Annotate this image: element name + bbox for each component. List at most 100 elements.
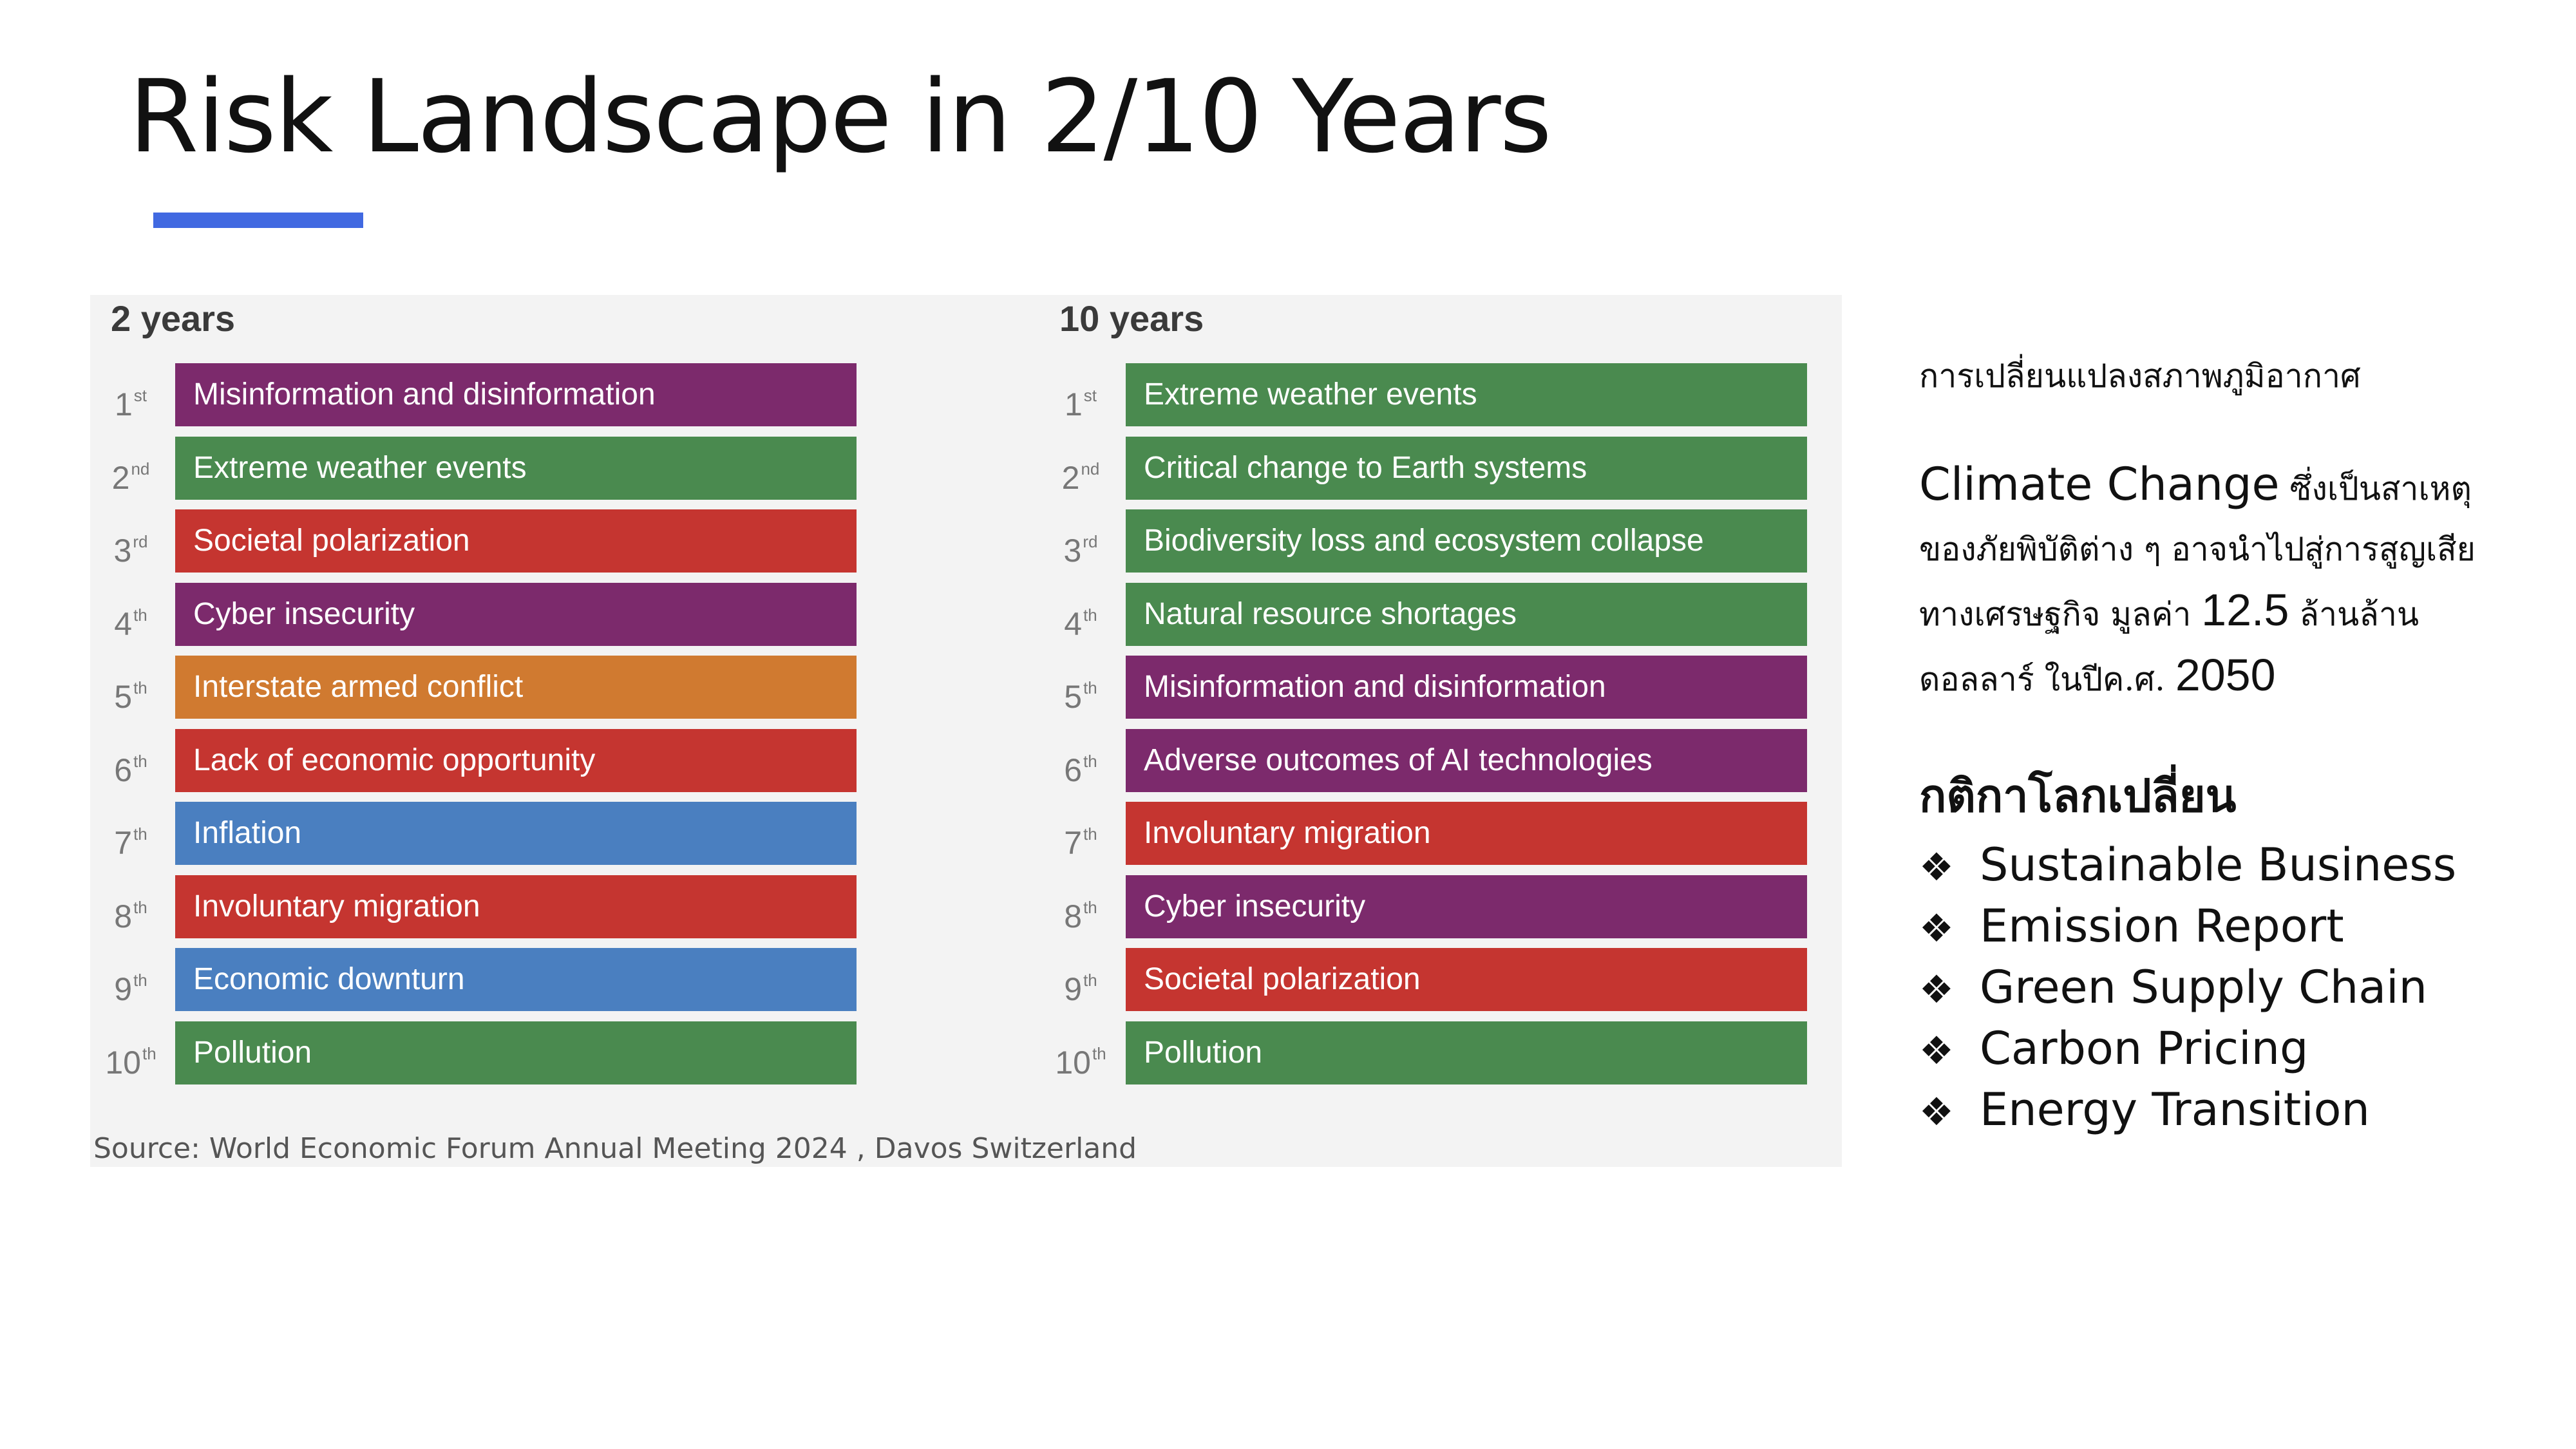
ten-years-rank-8: 8th <box>1032 875 1129 940</box>
target-year: 2050 <box>2175 650 2276 700</box>
ten-years-rank-3: 3rd <box>1032 509 1129 574</box>
para-text-3: ทางเศรษฐกิจ มูลค่า <box>1919 596 2202 633</box>
para-text-5: ดอลลาร์ ในปีค.ศ. <box>1919 661 2175 698</box>
ten-years-rank-9: 9th <box>1032 948 1129 1012</box>
rank-number: 10 <box>105 1044 141 1081</box>
loss-value: 12.5 <box>2201 585 2289 635</box>
ten-years-rank-1: 1st <box>1032 363 1129 428</box>
two-years-rank-1: 1st <box>82 363 179 428</box>
rank-number: 6 <box>1064 752 1083 788</box>
bullet-text: Energy Transition <box>1980 1083 2370 1136</box>
rank-suffix: nd <box>131 459 150 478</box>
rank-number: 1 <box>1064 386 1083 422</box>
diamond-bullet-icon: ❖ <box>1919 845 1954 890</box>
two-years-risk-bar-2: Extreme weather events <box>175 436 857 500</box>
title-accent-bar <box>153 213 363 228</box>
two-years-risk-bar-4: Cyber insecurity <box>175 582 857 646</box>
rank-number: 7 <box>114 825 133 861</box>
figure-source: Source: World Economic Forum Annual Meet… <box>93 1132 1137 1165</box>
ten-years-risk-bar-9: Societal polarization <box>1126 948 1807 1011</box>
rank-suffix: th <box>1092 1043 1106 1063</box>
two-years-rank-6: 6th <box>82 729 179 793</box>
two-years-rank-10: 10th <box>82 1021 179 1086</box>
ten-years-rank-10: 10th <box>1032 1021 1129 1086</box>
bullet-text: Sustainable Business <box>1980 838 2457 891</box>
para-text-4: ล้านล้าน <box>2289 596 2420 633</box>
rank-number: 4 <box>114 605 133 642</box>
rank-suffix: th <box>1083 824 1097 844</box>
bullet-item: ❖ Energy Transition <box>1919 1081 2456 1142</box>
climate-change-term: Climate Change <box>1919 458 2280 511</box>
rank-suffix: th <box>133 971 147 990</box>
ten-years-rank-4: 4th <box>1032 583 1129 647</box>
rank-number: 9 <box>114 971 133 1007</box>
side-heading-climate: การเปลี่ยนแปลงสภาพภูมิอากาศ <box>1919 357 2361 395</box>
rules-bullet-list: ❖ Sustainable Business ❖ Emission Report ❖… <box>1919 836 2456 1142</box>
para-text-1: ซึ่งเป็นสาเหตุ <box>2279 470 2472 507</box>
bullet-item: ❖ Emission Report <box>1919 897 2456 958</box>
rank-number: 9 <box>1064 971 1083 1007</box>
rank-number: 6 <box>114 752 133 788</box>
rank-number: 10 <box>1055 1044 1091 1081</box>
ten-years-risk-bar-5: Misinformation and disinformation <box>1126 656 1807 719</box>
diamond-bullet-icon: ❖ <box>1919 906 1954 951</box>
rank-number: 4 <box>1064 605 1083 642</box>
bullet-text: Carbon Pricing <box>1980 1022 2309 1075</box>
diamond-bullet-icon: ❖ <box>1919 1028 1954 1074</box>
rank-suffix: th <box>1083 971 1097 990</box>
rank-number: 7 <box>1064 825 1083 861</box>
rank-suffix: rd <box>133 532 148 551</box>
rank-suffix: th <box>133 897 147 917</box>
two-years-risk-bar-5: Interstate armed conflict <box>175 656 857 719</box>
two-years-risk-bar-6: Lack of economic opportunity <box>175 728 857 792</box>
diamond-bullet-icon: ❖ <box>1919 1090 1954 1135</box>
ten-years-risk-bar-7: Involuntary migration <box>1126 802 1807 865</box>
two-years-risk-bar-1: Misinformation and disinformation <box>175 363 857 426</box>
diamond-bullet-icon: ❖ <box>1919 967 1954 1012</box>
rank-suffix: th <box>1083 605 1097 625</box>
rank-suffix: st <box>1083 386 1097 405</box>
ten-years-risk-bar-6: Adverse outcomes of AI technologies <box>1126 728 1807 792</box>
side-paragraph: Climate Change ซึ่งเป็นสาเหตุ ของภัยพิบั… <box>1919 454 2531 710</box>
bullet-item: ❖ Green Supply Chain <box>1919 958 2456 1019</box>
bullet-text: Emission Report <box>1980 900 2344 952</box>
two-years-rank-7: 7th <box>82 802 179 866</box>
rank-suffix: th <box>133 678 147 697</box>
two-years-rank-3: 3rd <box>82 509 179 574</box>
ten-years-rank-7: 7th <box>1032 802 1129 866</box>
rank-number: 2 <box>111 459 130 496</box>
rank-number: 8 <box>1064 898 1083 934</box>
two-years-rank-2: 2nd <box>82 437 179 501</box>
two-years-rank-5: 5th <box>82 656 179 720</box>
ten-years-risk-bar-1: Extreme weather events <box>1126 363 1807 426</box>
two-years-risk-bar-10: Pollution <box>175 1021 857 1084</box>
bullet-item: ❖ Carbon Pricing <box>1919 1019 2456 1081</box>
ten-years-risk-bar-4: Natural resource shortages <box>1126 582 1807 646</box>
rank-suffix: th <box>1083 751 1097 771</box>
slide-title: Risk Landscape in 2/10 Years <box>129 58 1552 175</box>
rank-number: 1 <box>114 386 133 422</box>
ten-years-risk-bar-3: Biodiversity loss and ecosystem collapse <box>1126 509 1807 573</box>
rank-number: 2 <box>1061 459 1080 496</box>
rank-suffix: nd <box>1081 459 1100 478</box>
two-years-risk-bar-9: Economic downturn <box>175 948 857 1011</box>
two-years-risk-bar-3: Societal polarization <box>175 509 857 573</box>
rank-suffix: th <box>133 605 147 625</box>
bullet-text: Green Supply Chain <box>1980 961 2427 1014</box>
rank-suffix: st <box>133 386 147 405</box>
ten-years-rank-2: 2nd <box>1032 437 1129 501</box>
rank-number: 5 <box>114 679 133 715</box>
rank-number: 5 <box>1064 679 1083 715</box>
rank-number: 3 <box>1063 533 1082 569</box>
rank-suffix: th <box>133 751 147 771</box>
rank-suffix: rd <box>1083 532 1098 551</box>
rank-number: 3 <box>113 533 132 569</box>
ten-years-risk-bar-10: Pollution <box>1126 1021 1807 1084</box>
rank-number: 8 <box>114 898 133 934</box>
rank-suffix: th <box>142 1043 156 1063</box>
ten-years-rank-6: 6th <box>1032 729 1129 793</box>
two-years-heading: 2 years <box>111 298 236 339</box>
rank-suffix: th <box>1083 897 1097 917</box>
ten-years-rank-5: 5th <box>1032 656 1129 720</box>
rank-suffix: th <box>133 824 147 844</box>
